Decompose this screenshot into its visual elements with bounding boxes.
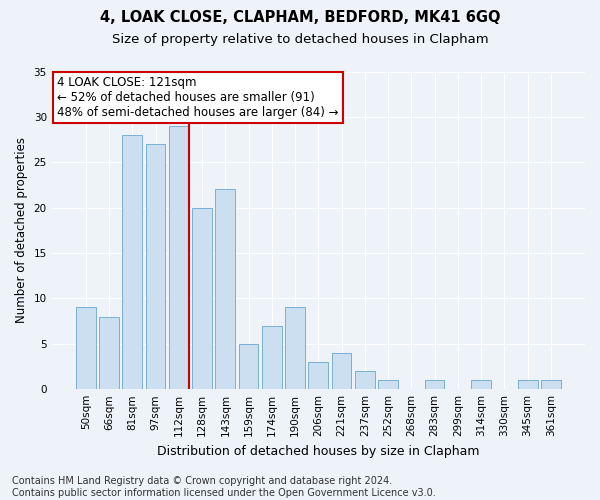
Text: 4 LOAK CLOSE: 121sqm
← 52% of detached houses are smaller (91)
48% of semi-detac: 4 LOAK CLOSE: 121sqm ← 52% of detached h… (57, 76, 338, 120)
Bar (146, 144, 166, 389)
Bar (518, 380, 538, 389)
Y-axis label: Number of detached properties: Number of detached properties (15, 138, 28, 324)
Bar (425, 380, 445, 389)
Bar (285, 308, 305, 389)
Bar (169, 126, 188, 389)
Bar (122, 135, 142, 389)
Text: Size of property relative to detached houses in Clapham: Size of property relative to detached ho… (112, 32, 488, 46)
Text: Contains HM Land Registry data © Crown copyright and database right 2024.
Contai: Contains HM Land Registry data © Crown c… (12, 476, 436, 498)
Bar (76, 308, 95, 389)
Bar (332, 353, 352, 389)
Bar (541, 380, 561, 389)
Bar (239, 344, 259, 389)
Bar (99, 316, 119, 389)
Bar (192, 208, 212, 389)
Bar (215, 190, 235, 389)
Bar (308, 362, 328, 389)
Bar (471, 380, 491, 389)
Bar (355, 371, 375, 389)
Bar (378, 380, 398, 389)
Text: 4, LOAK CLOSE, CLAPHAM, BEDFORD, MK41 6GQ: 4, LOAK CLOSE, CLAPHAM, BEDFORD, MK41 6G… (100, 10, 500, 25)
Bar (262, 326, 282, 389)
X-axis label: Distribution of detached houses by size in Clapham: Distribution of detached houses by size … (157, 444, 479, 458)
